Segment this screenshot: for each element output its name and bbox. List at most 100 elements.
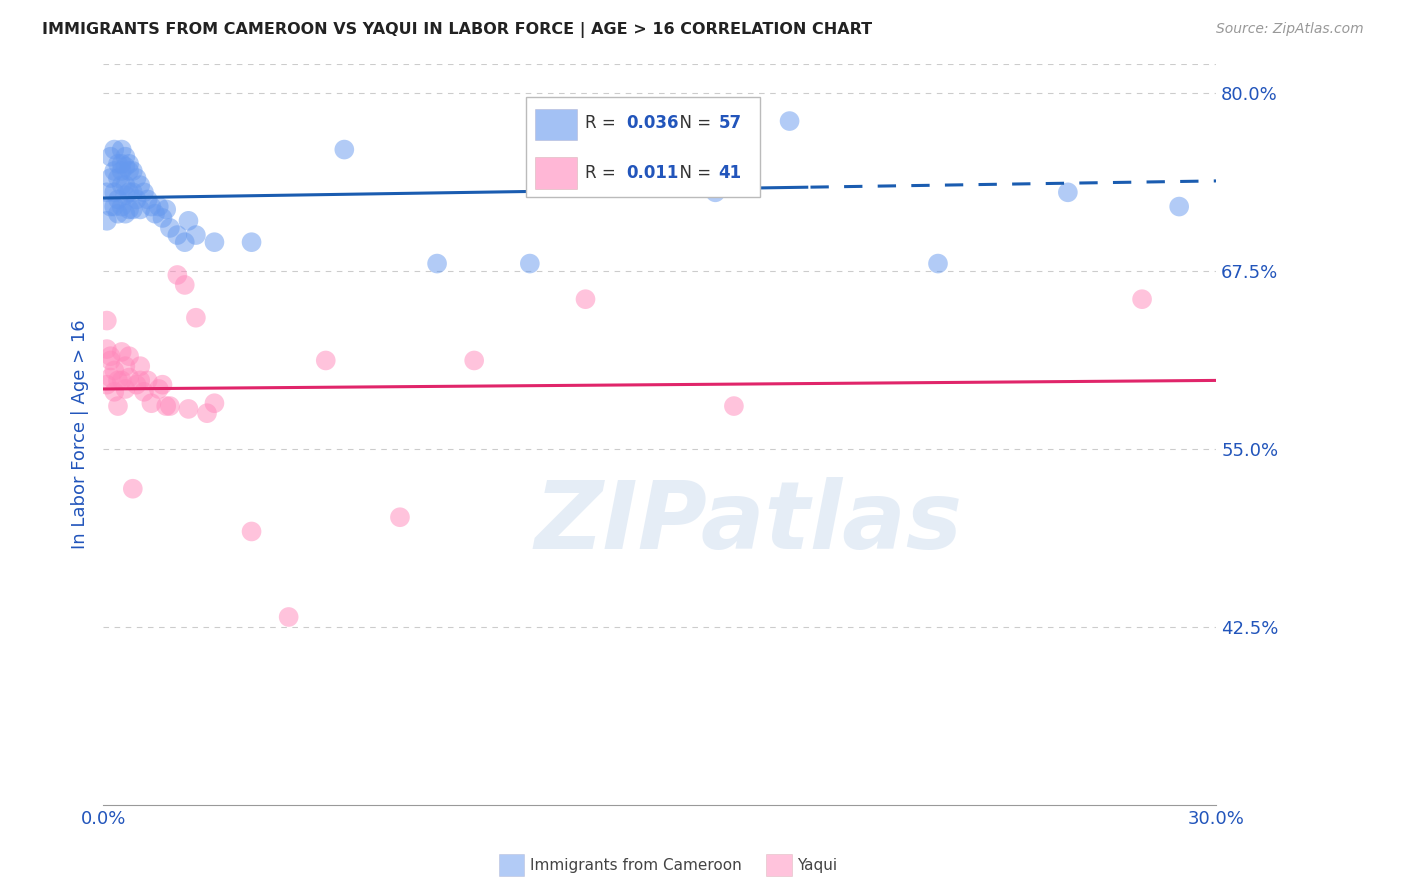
Point — [107, 193, 129, 207]
Point — [159, 399, 181, 413]
Text: Immigrants from Cameroon: Immigrants from Cameroon — [530, 858, 742, 872]
Point — [107, 373, 129, 387]
Point — [100, 370, 122, 384]
Point — [574, 292, 596, 306]
Point — [125, 377, 148, 392]
Point — [96, 377, 118, 392]
Point — [125, 171, 148, 186]
Text: IMMIGRANTS FROM CAMEROON VS YAQUI IN LABOR FORCE | AGE > 16 CORRELATION CHART: IMMIGRANTS FROM CAMEROON VS YAQUI IN LAB… — [42, 22, 872, 38]
FancyBboxPatch shape — [526, 97, 759, 197]
Point — [107, 207, 129, 221]
Point — [1057, 186, 1080, 200]
Point — [103, 384, 125, 399]
Point — [107, 399, 129, 413]
Point — [121, 482, 143, 496]
Point — [111, 143, 134, 157]
Point — [96, 313, 118, 327]
Point — [103, 164, 125, 178]
Point — [612, 150, 634, 164]
Text: 57: 57 — [718, 114, 742, 132]
Point — [779, 114, 801, 128]
Point — [148, 200, 170, 214]
Point — [184, 228, 207, 243]
Point — [103, 200, 125, 214]
Point — [107, 171, 129, 186]
Point — [1168, 200, 1191, 214]
Point — [103, 143, 125, 157]
Point — [107, 157, 129, 171]
Point — [111, 200, 134, 214]
Point — [155, 202, 177, 217]
Point — [388, 510, 411, 524]
Point — [129, 178, 152, 193]
Point — [1130, 292, 1153, 306]
Point — [166, 228, 188, 243]
Point — [723, 399, 745, 413]
Point — [114, 207, 136, 221]
Point — [195, 406, 218, 420]
Point — [166, 268, 188, 282]
Text: 0.011: 0.011 — [626, 164, 679, 182]
Point — [118, 370, 141, 384]
Point — [519, 256, 541, 270]
Point — [100, 353, 122, 368]
Point — [111, 157, 134, 171]
Point — [103, 186, 125, 200]
Point — [118, 157, 141, 171]
Point — [136, 373, 159, 387]
Point — [103, 363, 125, 377]
Point — [111, 178, 134, 193]
Point — [177, 401, 200, 416]
Text: R =: R = — [585, 114, 621, 132]
Point — [173, 235, 195, 250]
Point — [277, 610, 299, 624]
Point — [204, 235, 226, 250]
Point — [240, 524, 263, 539]
Point — [129, 359, 152, 374]
Point — [100, 171, 122, 186]
Point — [100, 200, 122, 214]
Point — [143, 207, 166, 221]
Point — [155, 399, 177, 413]
Point — [184, 310, 207, 325]
Point — [704, 186, 727, 200]
Point — [118, 349, 141, 363]
Point — [114, 150, 136, 164]
Text: 0.036: 0.036 — [626, 114, 679, 132]
Point — [96, 342, 118, 356]
Point — [114, 188, 136, 202]
Point — [118, 186, 141, 200]
Point — [426, 256, 449, 270]
Text: ZIPatlas: ZIPatlas — [534, 477, 963, 569]
Point — [152, 211, 174, 225]
Point — [927, 256, 949, 270]
Point — [114, 178, 136, 193]
Point — [315, 353, 337, 368]
Text: Source: ZipAtlas.com: Source: ZipAtlas.com — [1216, 22, 1364, 37]
Point — [111, 345, 134, 359]
Point — [333, 143, 356, 157]
Point — [141, 200, 163, 214]
Point — [204, 396, 226, 410]
Point — [159, 221, 181, 235]
Point — [177, 214, 200, 228]
Text: N =: N = — [669, 114, 716, 132]
Point — [100, 349, 122, 363]
Point — [111, 373, 134, 387]
Point — [132, 186, 155, 200]
Point — [148, 382, 170, 396]
Point — [129, 202, 152, 217]
Point — [118, 202, 141, 217]
Point — [96, 186, 118, 200]
Point — [100, 150, 122, 164]
Text: Yaqui: Yaqui — [797, 858, 838, 872]
Point — [111, 164, 134, 178]
Point — [118, 164, 141, 178]
Point — [121, 186, 143, 200]
Point — [240, 235, 263, 250]
Point — [152, 377, 174, 392]
Y-axis label: In Labor Force | Age > 16: In Labor Force | Age > 16 — [72, 319, 89, 549]
Point — [463, 353, 485, 368]
Point — [173, 277, 195, 292]
Bar — [536, 109, 578, 140]
